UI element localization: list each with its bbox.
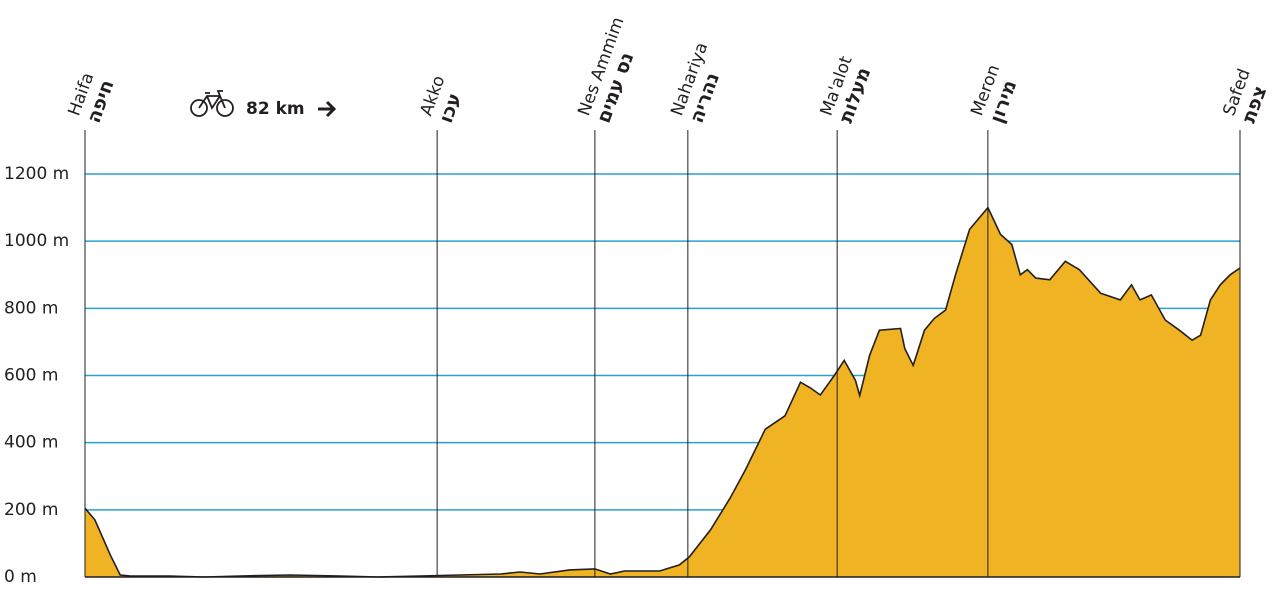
- y-tick-label: 1000 m: [4, 231, 69, 251]
- y-tick-label: 800 m: [4, 298, 58, 318]
- y-tick-label: 600 m: [4, 366, 58, 386]
- y-tick-label: 400 m: [4, 433, 58, 453]
- elevation-fill: [85, 207, 1240, 577]
- y-tick-label: 200 m: [4, 500, 58, 520]
- distance-label: 82 km: [246, 99, 305, 119]
- bike-icon: [190, 90, 234, 117]
- y-tick-label: 1200 m: [4, 164, 69, 184]
- y-tick-label: 0 m: [4, 567, 37, 587]
- direction-arrow: [318, 100, 337, 118]
